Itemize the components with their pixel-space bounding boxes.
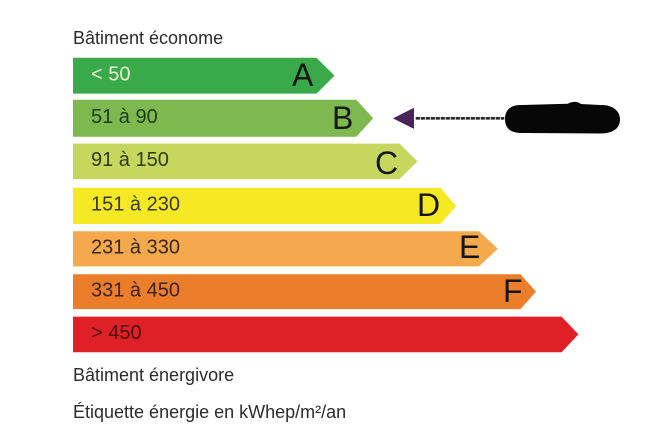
svg-text:91 à 150: 91 à 150	[91, 149, 169, 171]
svg-text:F: F	[503, 273, 523, 309]
svg-text:> 450: > 450	[91, 322, 142, 344]
svg-text:A: A	[292, 57, 314, 93]
svg-text:< 50: < 50	[91, 64, 130, 86]
svg-text:331 à 450: 331 à 450	[91, 280, 180, 302]
svg-text:51 à 90: 51 à 90	[91, 106, 158, 128]
svg-text:C: C	[375, 145, 398, 181]
svg-text:D: D	[417, 187, 440, 223]
svg-text:B: B	[332, 100, 353, 136]
svg-text:231 à 330: 231 à 330	[91, 237, 180, 259]
svg-text:151 à 230: 151 à 230	[91, 194, 180, 216]
svg-text:E: E	[459, 229, 480, 265]
